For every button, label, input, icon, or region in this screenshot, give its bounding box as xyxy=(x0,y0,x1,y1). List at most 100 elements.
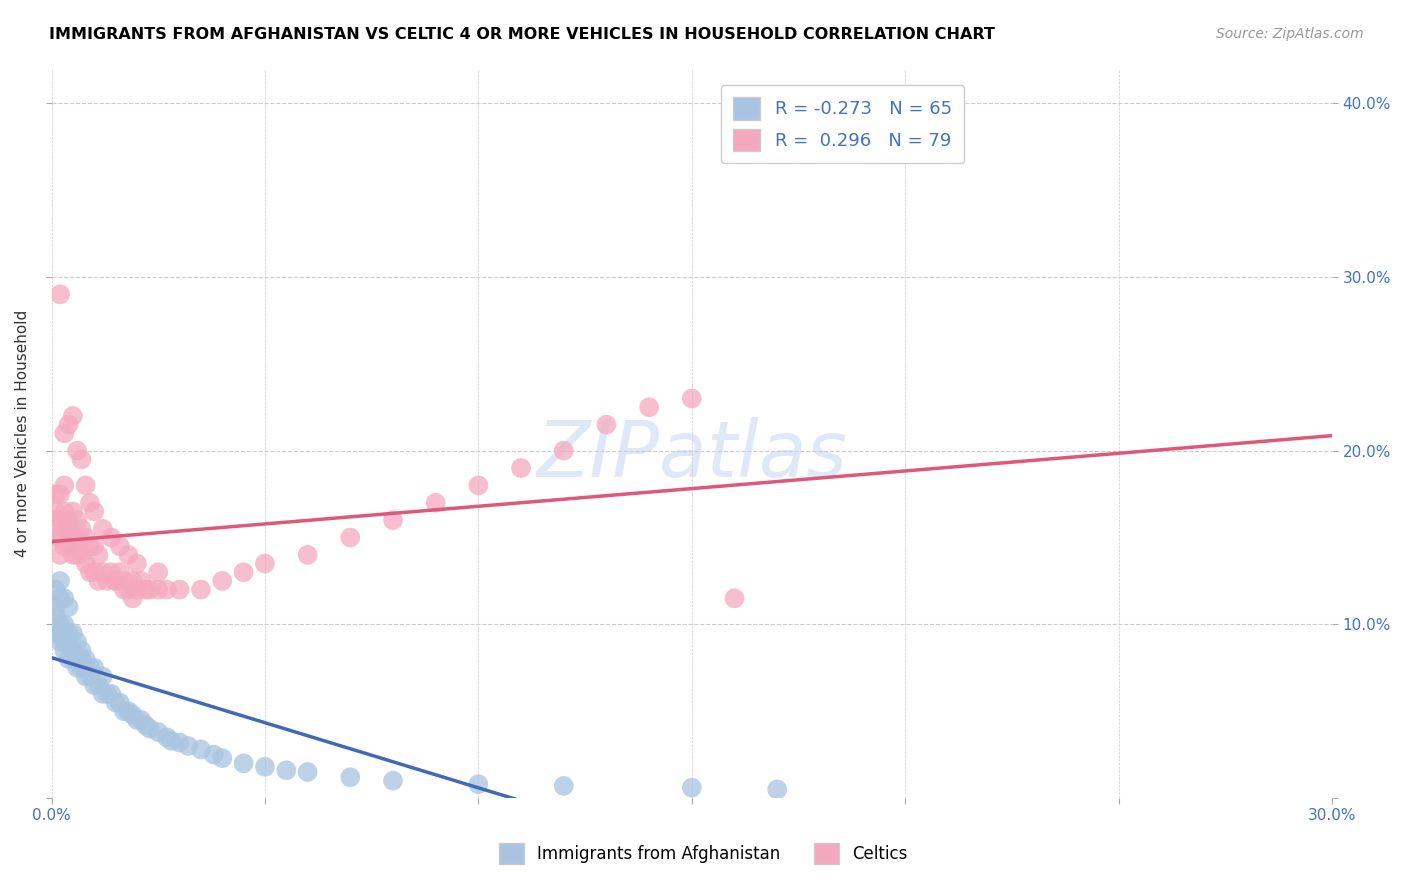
Point xyxy=(75,557,97,571)
Point xyxy=(70,522,93,536)
Point xyxy=(49,617,72,632)
Point xyxy=(108,566,131,580)
Point xyxy=(297,548,319,562)
Point xyxy=(53,591,76,606)
Point xyxy=(553,443,575,458)
Point xyxy=(125,713,148,727)
Point xyxy=(66,634,89,648)
Point xyxy=(100,687,122,701)
Point xyxy=(177,739,200,753)
Point xyxy=(104,574,127,588)
Point xyxy=(96,574,118,588)
Point xyxy=(553,779,575,793)
Point xyxy=(156,582,179,597)
Point xyxy=(638,401,661,415)
Point xyxy=(49,287,72,301)
Point xyxy=(49,531,72,545)
Point xyxy=(79,566,101,580)
Point xyxy=(253,557,276,571)
Point xyxy=(53,478,76,492)
Point xyxy=(297,764,319,779)
Point xyxy=(723,591,745,606)
Point xyxy=(232,566,254,580)
Point xyxy=(382,773,405,788)
Point xyxy=(104,574,127,588)
Legend: Immigrants from Afghanistan, Celtics: Immigrants from Afghanistan, Celtics xyxy=(492,837,914,871)
Point xyxy=(100,566,122,580)
Point xyxy=(66,531,89,545)
Point xyxy=(108,696,131,710)
Point xyxy=(125,557,148,571)
Point xyxy=(134,582,156,597)
Point xyxy=(45,599,67,614)
Point xyxy=(96,687,118,701)
Point xyxy=(70,661,93,675)
Text: Source: ZipAtlas.com: Source: ZipAtlas.com xyxy=(1216,27,1364,41)
Point xyxy=(91,566,114,580)
Point xyxy=(681,392,703,406)
Point xyxy=(100,531,122,545)
Point xyxy=(70,548,93,562)
Point xyxy=(45,531,67,545)
Point xyxy=(70,452,93,467)
Point xyxy=(58,417,80,432)
Point xyxy=(62,409,84,423)
Point xyxy=(129,574,152,588)
Point xyxy=(91,669,114,683)
Point xyxy=(253,760,276,774)
Point xyxy=(62,531,84,545)
Point xyxy=(83,539,105,553)
Point xyxy=(53,539,76,553)
Point xyxy=(83,566,105,580)
Point xyxy=(83,661,105,675)
Point xyxy=(75,652,97,666)
Point xyxy=(45,487,67,501)
Point xyxy=(53,522,76,536)
Point xyxy=(49,574,72,588)
Point xyxy=(58,513,80,527)
Point xyxy=(66,513,89,527)
Point xyxy=(117,548,139,562)
Point xyxy=(169,735,191,749)
Point xyxy=(121,574,143,588)
Point xyxy=(104,696,127,710)
Point xyxy=(45,513,67,527)
Point xyxy=(425,496,447,510)
Point xyxy=(49,591,72,606)
Point xyxy=(58,652,80,666)
Point xyxy=(45,582,67,597)
Point xyxy=(169,582,191,597)
Point xyxy=(62,548,84,562)
Point xyxy=(681,780,703,795)
Text: ZIPatlas: ZIPatlas xyxy=(536,417,848,493)
Point xyxy=(58,539,80,553)
Point xyxy=(232,756,254,771)
Point xyxy=(117,582,139,597)
Point xyxy=(190,582,212,597)
Point xyxy=(112,704,135,718)
Point xyxy=(129,713,152,727)
Point xyxy=(108,539,131,553)
Point xyxy=(62,643,84,657)
Point xyxy=(70,643,93,657)
Point xyxy=(79,669,101,683)
Text: IMMIGRANTS FROM AFGHANISTAN VS CELTIC 4 OR MORE VEHICLES IN HOUSEHOLD CORRELATIO: IMMIGRANTS FROM AFGHANISTAN VS CELTIC 4 … xyxy=(49,27,995,42)
Point xyxy=(53,504,76,518)
Point xyxy=(83,678,105,692)
Point xyxy=(148,582,170,597)
Point xyxy=(112,574,135,588)
Point xyxy=(148,725,170,739)
Point xyxy=(467,478,489,492)
Point xyxy=(595,417,617,432)
Point xyxy=(190,742,212,756)
Point xyxy=(49,626,72,640)
Point xyxy=(510,461,533,475)
Point xyxy=(66,661,89,675)
Point xyxy=(339,531,361,545)
Point xyxy=(70,652,93,666)
Point xyxy=(125,582,148,597)
Point xyxy=(766,782,789,797)
Point xyxy=(160,733,183,747)
Point xyxy=(79,661,101,675)
Point xyxy=(467,777,489,791)
